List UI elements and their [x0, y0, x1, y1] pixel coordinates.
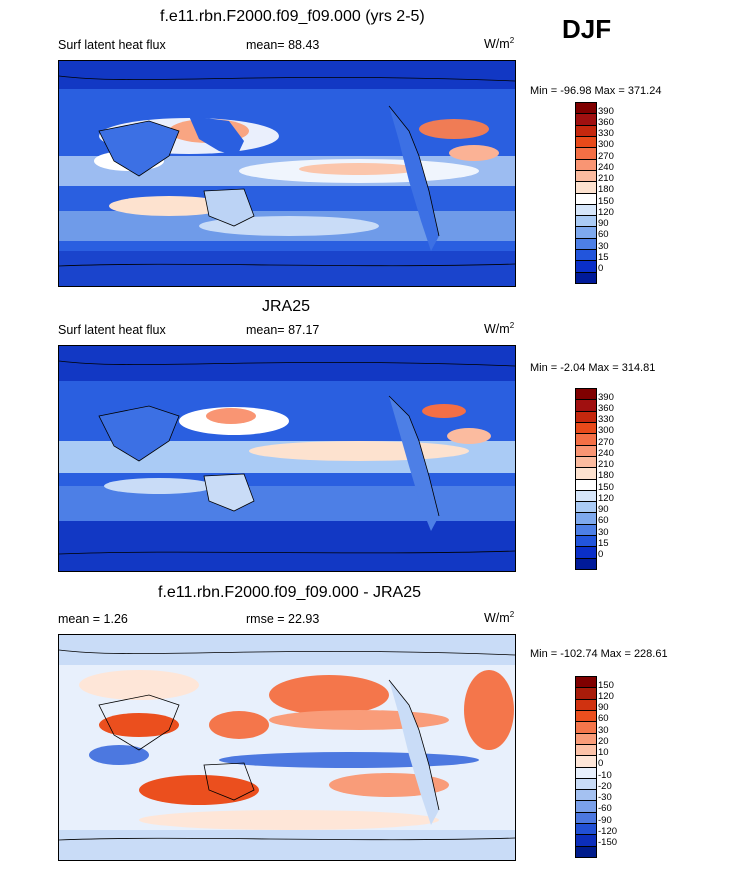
panel3-tick: -10	[598, 770, 612, 781]
panel3-mean-value: 1.26	[103, 612, 128, 626]
panel2-tick: 330	[598, 414, 614, 425]
panel1-tick: 300	[598, 139, 614, 150]
panel2-tick: 390	[598, 392, 614, 403]
panel2-title: JRA25	[262, 298, 311, 315]
units-text: W/m	[484, 37, 510, 52]
panel3-mean-label: mean =	[58, 612, 101, 626]
panel3-units: W/m2	[484, 610, 514, 625]
panel2-tick: 60	[598, 515, 609, 526]
panel2-tick: 210	[598, 459, 614, 470]
panel2-units: W/m2	[484, 321, 514, 336]
panel2-tick: 120	[598, 493, 614, 504]
panel3-mean: mean = 1.26	[58, 612, 128, 626]
panel1-tick: 360	[598, 117, 614, 128]
panel2-tick: 90	[598, 504, 609, 515]
panel1-tick: 15	[598, 252, 609, 263]
panel1-tick: 180	[598, 184, 614, 195]
panel1-map	[58, 60, 516, 287]
panel3-map	[58, 634, 516, 861]
panel2-minmax: Min = -2.04 Max = 314.81	[530, 362, 656, 374]
panel2-mean-value: 87.17	[288, 323, 320, 337]
panel1-tick: 270	[598, 151, 614, 162]
panel1-mean-label: mean=	[246, 38, 285, 52]
panel3-tick: -60	[598, 803, 612, 814]
panel3-tick: 30	[598, 725, 609, 736]
panel3-tick: -120	[598, 826, 618, 837]
panel2-tick: 0	[598, 549, 604, 560]
units-exponent: 2	[509, 36, 515, 45]
panel1-tick: 330	[598, 128, 614, 139]
panel3-tick: 0	[598, 758, 604, 769]
panel3-colorbar	[575, 676, 597, 858]
panel1-tick: 90	[598, 218, 609, 229]
panel1-colorbar	[575, 102, 597, 284]
panel1-title: f.e11.rbn.F2000.f09_f09.000 (yrs 2-5)	[160, 8, 425, 25]
panel3-tick: 120	[598, 691, 614, 702]
panel2-tick: 15	[598, 538, 609, 549]
units-exponent: 2	[509, 610, 515, 619]
panel1-tick: 150	[598, 196, 614, 207]
panel1-tick: 240	[598, 162, 614, 173]
panel2-tick: 300	[598, 425, 614, 436]
panel3-tick: 10	[598, 747, 609, 758]
units-text: W/m	[484, 322, 510, 337]
panel2-tick: 150	[598, 482, 614, 493]
panel3-tick: -90	[598, 815, 612, 826]
panel3-tick: -30	[598, 792, 612, 803]
panel3-tick: 150	[598, 680, 614, 691]
panel2-tick: 240	[598, 448, 614, 459]
panel1-tick: 0	[598, 263, 604, 274]
panel1-minmax: Min = -96.98 Max = 371.24	[530, 85, 662, 97]
panel1-tick: 210	[598, 173, 614, 184]
panel2-tick: 270	[598, 437, 614, 448]
panel1-tick: 30	[598, 241, 609, 252]
panel2-tick: 360	[598, 403, 614, 414]
season-label: DJF	[562, 14, 612, 44]
panel3-tick: 20	[598, 736, 609, 747]
panel2-map	[58, 345, 516, 572]
panel2-tick: 180	[598, 470, 614, 481]
panel1-mean-value: 88.43	[288, 38, 320, 52]
panel3-tick: 60	[598, 713, 609, 724]
panel2-tick: 30	[598, 527, 609, 538]
panel1-mean: mean= 88.43	[246, 38, 319, 52]
panel1-units: W/m2	[484, 36, 514, 51]
panel2-colorbar	[575, 388, 597, 570]
panel3-minmax: Min = -102.74 Max = 228.61	[530, 648, 668, 660]
panel2-variable-label: Surf latent heat flux	[58, 323, 166, 337]
panel3-rmse-label: rmse =	[246, 612, 285, 626]
units-text: W/m	[484, 611, 510, 626]
panel3-tick: -150	[598, 837, 618, 848]
units-exponent: 2	[509, 321, 515, 330]
panel3-rmse-value: 22.93	[288, 612, 320, 626]
panel1-tick: 120	[598, 207, 614, 218]
panel3-tick: -20	[598, 781, 612, 792]
panel3-tick: 90	[598, 702, 609, 713]
panel1-tick: 390	[598, 106, 614, 117]
panel2-mean-label: mean=	[246, 323, 285, 337]
panel1-variable-label: Surf latent heat flux	[58, 38, 166, 52]
panel2-mean: mean= 87.17	[246, 323, 319, 337]
panel3-rmse: rmse = 22.93	[246, 612, 319, 626]
panel3-title: f.e11.rbn.F2000.f09_f09.000 - JRA25	[158, 584, 421, 601]
panel1-tick: 60	[598, 229, 609, 240]
